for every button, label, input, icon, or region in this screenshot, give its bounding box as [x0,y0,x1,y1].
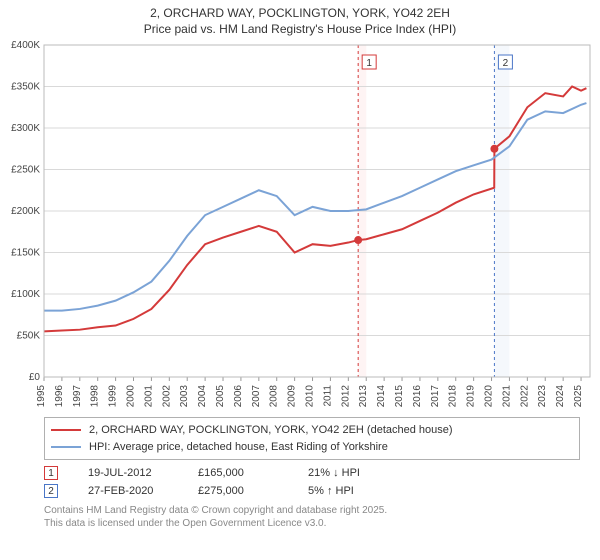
y-tick-label: £300K [11,123,40,134]
attribution-footer: Contains HM Land Registry data © Crown c… [44,504,580,530]
x-tick-label: 1997 [72,385,83,408]
x-tick-label: 2015 [394,385,405,408]
chart-container: £0 £50K £100K £150K £200K £250K £300K £350K £400… [0,41,600,411]
marker-pct: 5% ↑ HPI [308,485,388,497]
x-tick-label: 2008 [269,385,280,408]
x-tick-label: 2025 [573,385,584,408]
legend-swatch [51,446,81,448]
line-chart: £0 £50K £100K £150K £200K £250K £300K £350K £400… [0,41,600,411]
y-tick-label: £50K [17,331,41,342]
sale-point [354,236,362,244]
x-tick-label: 2001 [143,385,154,408]
x-tick-label: 2022 [519,385,530,408]
x-tick-label: 1998 [90,385,101,408]
marker-date: 27-FEB-2020 [88,485,168,497]
legend-swatch [51,429,81,431]
legend-label: 2, ORCHARD WAY, POCKLINGTON, YORK, YO42 … [89,422,453,439]
x-tick-label: 2011 [322,385,333,407]
y-tick-label: £350K [11,82,40,93]
y-tick-label: £100K [11,289,40,300]
event-marker-number: 1 [366,58,372,69]
x-tick-label: 2017 [430,385,441,408]
x-tick-label: 2000 [126,385,137,408]
marker-row: 2 27-FEB-2020 £275,000 5% ↑ HPI [44,482,580,500]
x-tick-label: 2006 [233,385,244,408]
x-tick-label: 1999 [108,385,119,408]
y-tick-label: £400K [11,41,40,51]
title-line-1: 2, ORCHARD WAY, POCKLINGTON, YORK, YO42 … [0,6,600,22]
x-tick-label: 2020 [484,385,495,408]
marker-date: 19-JUL-2012 [88,467,168,479]
x-tick-label: 1995 [36,385,47,408]
legend-label: HPI: Average price, detached house, East… [89,439,388,456]
x-tick-label: 2010 [305,385,316,408]
title-line-2: Price paid vs. HM Land Registry's House … [0,22,600,38]
y-tick-label: £0 [29,372,41,383]
sale-point [490,145,498,153]
marker-badge: 1 [44,466,58,480]
x-tick-label: 2013 [358,385,369,408]
x-tick-label: 2002 [161,385,172,408]
marker-row: 1 19-JUL-2012 £165,000 21% ↓ HPI [44,464,580,482]
legend-item: 2, ORCHARD WAY, POCKLINGTON, YORK, YO42 … [51,422,573,439]
x-tick-label: 2003 [179,385,190,408]
marker-pct: 21% ↓ HPI [308,467,388,479]
x-tick-label: 1996 [54,385,65,408]
marker-table: 1 19-JUL-2012 £165,000 21% ↓ HPI 2 27-FEB-202… [44,464,580,500]
x-tick-label: 2009 [287,385,298,408]
legend-item: HPI: Average price, detached house, East… [51,439,573,456]
y-tick-label: £250K [11,165,40,176]
x-tick-label: 2018 [448,385,459,408]
x-tick-label: 2005 [215,385,226,408]
x-tick-label: 2004 [197,385,208,408]
x-tick-label: 2019 [466,385,477,408]
legend: 2, ORCHARD WAY, POCKLINGTON, YORK, YO42 … [44,417,580,460]
chart-title-block: 2, ORCHARD WAY, POCKLINGTON, YORK, YO42 … [0,0,600,41]
x-tick-label: 2012 [340,385,351,408]
x-tick-label: 2016 [412,385,423,408]
marker-badge: 2 [44,484,58,498]
y-tick-label: £150K [11,248,40,259]
x-tick-label: 2023 [537,385,548,408]
marker-price: £165,000 [198,467,278,479]
x-tick-label: 2021 [501,385,512,408]
x-tick-label: 2024 [555,385,566,408]
y-tick-label: £200K [11,206,40,217]
footer-line-1: Contains HM Land Registry data © Crown c… [44,504,580,517]
marker-price: £275,000 [198,485,278,497]
footer-line-2: This data is licensed under the Open Gov… [44,517,580,530]
x-tick-label: 2007 [251,385,262,408]
x-tick-label: 2014 [376,385,387,408]
event-marker-number: 2 [503,58,509,69]
